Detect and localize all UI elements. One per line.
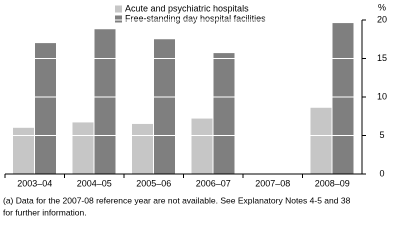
x-tick-label: 2005–06: [136, 178, 171, 188]
x-tick-label: 2004–05: [77, 178, 112, 188]
bar: [72, 122, 94, 174]
y-axis-label: %: [378, 2, 386, 12]
bar: [13, 127, 34, 174]
legend-swatch: [115, 5, 122, 13]
bar: [35, 43, 56, 174]
footnote: (a) Data for the 2007-08 reference year …: [3, 195, 351, 205]
x-tick-label: 2003–04: [17, 178, 52, 188]
x-tick-label: 2008–09: [315, 178, 350, 188]
bar: [332, 23, 354, 174]
bar: [94, 29, 116, 174]
legend-label: Acute and psychiatric hospitals: [125, 3, 249, 13]
bar: [132, 123, 153, 174]
chart: % Acute and psychiatric hospitalsFree-st…: [3, 2, 387, 217]
bar: [191, 118, 213, 174]
y-tick-label: 10: [377, 91, 387, 101]
footnote: for further information.: [3, 207, 87, 217]
x-tick-label: 2006–07: [196, 178, 231, 188]
legend-swatch: [115, 15, 122, 23]
y-tick-label: 0: [379, 168, 384, 178]
bar: [213, 53, 235, 174]
y-tick-label: 15: [377, 53, 387, 63]
bar: [310, 107, 332, 174]
x-tick-label: 2007–08: [255, 178, 290, 188]
y-tick-label: 5: [379, 130, 384, 140]
bar: [154, 39, 175, 174]
legend-label: Free-standing day hospital facilities: [125, 13, 266, 23]
y-tick-label: 20: [377, 14, 387, 24]
